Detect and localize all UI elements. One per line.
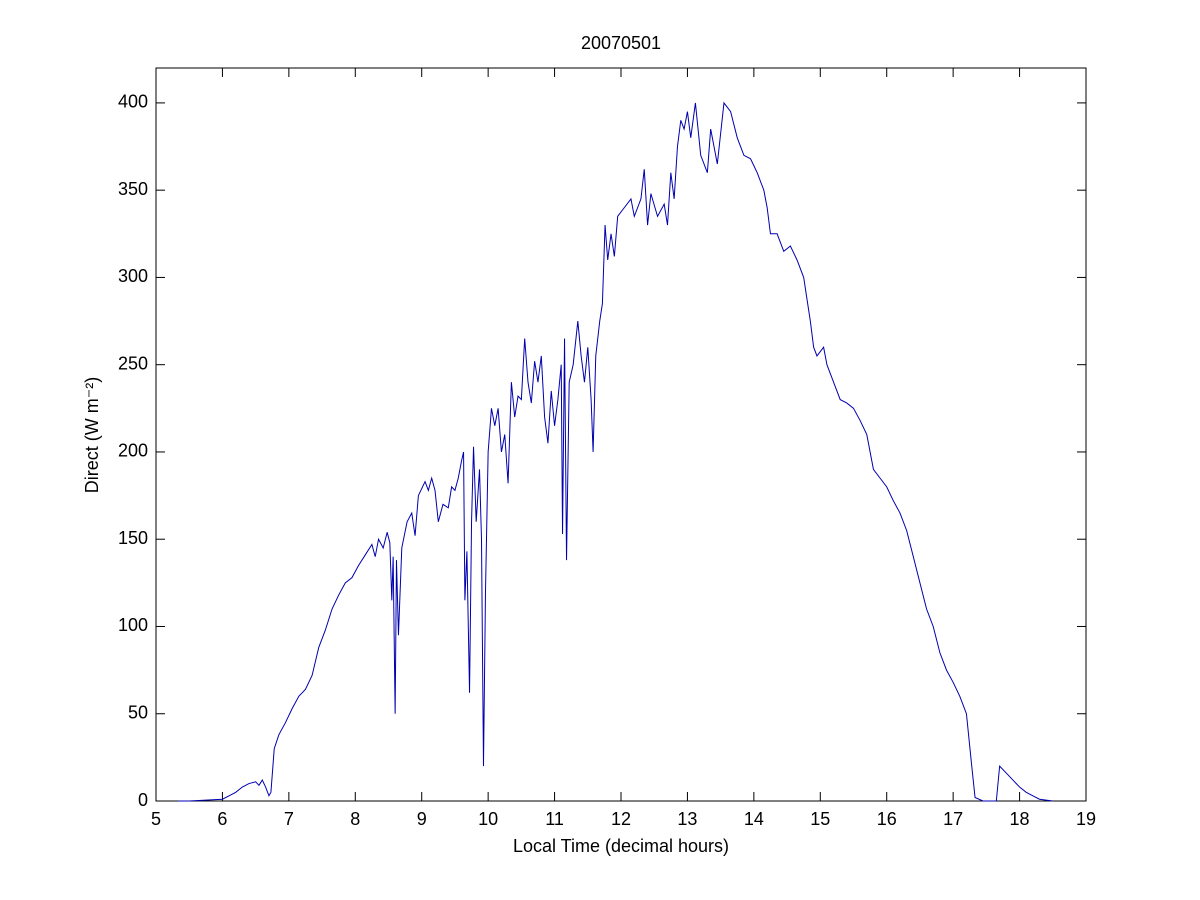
x-tick-label: 8	[350, 809, 360, 829]
x-tick-label: 11	[545, 809, 564, 829]
chart-title: 20070501	[581, 33, 661, 53]
x-tick-label: 7	[284, 809, 294, 829]
plot-frame	[155, 67, 1087, 802]
y-tick-label: 200	[118, 441, 148, 461]
x-tick-label: 5	[151, 809, 161, 829]
x-tick-label: 19	[1076, 809, 1096, 829]
x-tick-label: 16	[877, 809, 897, 829]
y-tick-label: 350	[118, 179, 148, 199]
data-line	[177, 101, 1053, 802]
x-tick-label: 6	[217, 809, 227, 829]
x-tick-label: 12	[611, 809, 631, 829]
y-tick-label: 250	[118, 353, 148, 373]
x-axis-label: Local Time (decimal hours)	[513, 836, 729, 856]
y-tick-label: 0	[138, 790, 148, 810]
y-tick-label: 300	[118, 266, 148, 286]
y-tick-label: 100	[118, 615, 148, 635]
x-tick-label: 10	[478, 809, 498, 829]
x-tick-label: 13	[677, 809, 697, 829]
x-tick-label: 14	[744, 809, 764, 829]
x-tick-label: 18	[1010, 809, 1030, 829]
y-tick-label: 150	[118, 528, 148, 548]
x-tick-label: 15	[810, 809, 830, 829]
y-axis-label: Direct (W m⁻²)	[82, 377, 102, 493]
y-tick-label: 400	[118, 92, 148, 112]
x-tick-label: 9	[417, 809, 427, 829]
x-tick-label: 17	[943, 809, 963, 829]
y-tick-label: 50	[128, 702, 148, 722]
